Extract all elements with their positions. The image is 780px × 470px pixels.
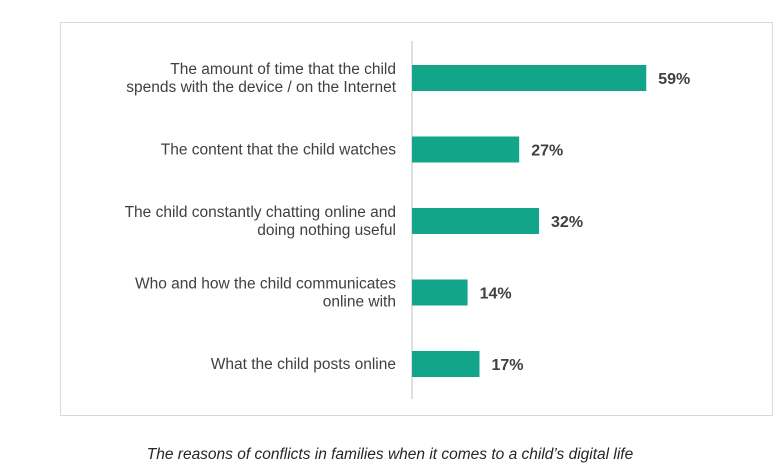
bar bbox=[412, 279, 468, 306]
category-label-line: The child constantly chatting online and bbox=[125, 204, 396, 221]
data-label: 17% bbox=[491, 357, 523, 374]
category-label-line: The content that the child watches bbox=[161, 142, 396, 159]
category-label-line: What the child posts online bbox=[211, 356, 396, 373]
category-label-line: online with bbox=[323, 294, 396, 311]
category-label: The content that the child watches bbox=[161, 142, 396, 159]
data-label: 27% bbox=[531, 143, 563, 160]
data-label: 14% bbox=[480, 286, 512, 303]
category-label: Who and how the child communicates online… bbox=[135, 276, 396, 311]
bar bbox=[412, 65, 647, 91]
category-label: What the child posts online bbox=[211, 356, 396, 373]
category-label: The child constantly chatting online and… bbox=[125, 204, 396, 239]
chart-caption: The reasons of conflicts in families whe… bbox=[146, 446, 634, 463]
bar bbox=[412, 136, 520, 163]
category-label-line: doing nothing useful bbox=[257, 222, 396, 239]
category-label-line: Who and how the child communicates bbox=[135, 276, 396, 293]
bar bbox=[412, 208, 540, 234]
bar-chart: 59% The amount of time that the child spen… bbox=[125, 41, 690, 399]
category-label: The amount of time that the child spends … bbox=[126, 61, 396, 96]
chart-frame: 59% The amount of time that the child spen… bbox=[60, 22, 773, 416]
data-label: 32% bbox=[551, 214, 583, 231]
data-label: 59% bbox=[658, 71, 690, 88]
bar bbox=[412, 351, 480, 377]
category-label-line: spends with the device / on the Internet bbox=[126, 79, 396, 96]
category-label-line: The amount of time that the child bbox=[170, 61, 396, 78]
